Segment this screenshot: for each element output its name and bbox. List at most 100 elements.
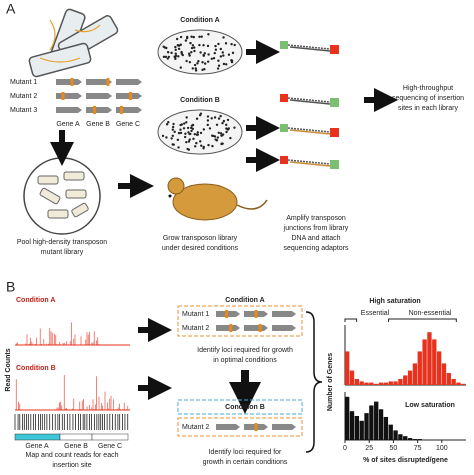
caption-line: High-throughput: [403, 85, 453, 92]
bar: [412, 439, 418, 440]
insertion: [61, 92, 65, 100]
brace: [305, 311, 323, 453]
insertion: [70, 78, 74, 86]
caption-line: sites in each library: [398, 105, 458, 112]
gene-arrow: [86, 79, 112, 85]
colony: [174, 57, 177, 61]
mutant-label: Mutant 2: [10, 93, 37, 100]
bar: [422, 339, 427, 385]
gene-label: Gene C: [116, 121, 140, 128]
caption-line: Amplify transposon: [286, 215, 346, 222]
colony: [186, 126, 190, 130]
colony: [230, 42, 233, 46]
colony: [199, 112, 203, 115]
mutant-label: Mutant 2: [182, 424, 209, 431]
bar: [412, 363, 418, 385]
colony: [193, 63, 197, 67]
caption-line: sequencing adaptors: [284, 245, 349, 252]
mutant-label: Mutant 1: [182, 311, 209, 318]
bar: [349, 370, 355, 385]
colony: [193, 132, 196, 136]
colony: [186, 35, 189, 39]
colony: [184, 39, 188, 42]
colony: [179, 128, 182, 131]
colony: [196, 62, 199, 65]
colony: [211, 144, 214, 148]
cells: [28, 8, 119, 78]
colony: [216, 136, 220, 139]
colony: [194, 69, 198, 72]
bar: [369, 405, 374, 440]
bracket: [388, 318, 457, 322]
colony: [220, 142, 223, 145]
colony: [210, 57, 214, 60]
bar: [403, 375, 408, 385]
gene: [91, 433, 129, 441]
plate: [157, 109, 243, 155]
colony: [164, 55, 168, 59]
caption-line: growth in certain conditions: [203, 459, 288, 466]
bar: [398, 379, 403, 385]
colony: [174, 45, 177, 49]
gene: [59, 433, 93, 441]
colony: [221, 121, 224, 125]
colony: [221, 51, 224, 54]
mouse: [167, 177, 268, 221]
caption-line: in optimal conditions: [213, 357, 277, 364]
colony: [213, 135, 217, 138]
colony: [199, 51, 202, 54]
gene-arrow: [216, 325, 240, 331]
bar: [456, 382, 461, 385]
bar: [441, 363, 447, 385]
bar: [393, 381, 398, 385]
annotation: Essential: [361, 310, 390, 317]
colony: [233, 126, 236, 129]
colony: [174, 48, 177, 52]
colony: [185, 121, 188, 124]
bar: [359, 420, 364, 440]
colony: [184, 132, 187, 135]
bar: [378, 409, 384, 440]
bar: [393, 430, 398, 440]
colony: [171, 125, 175, 129]
colony: [206, 119, 210, 122]
colony: [225, 127, 228, 130]
gene-arrow: [56, 93, 82, 99]
colony: [177, 47, 181, 51]
gene-label: Gene A: [25, 443, 49, 450]
highlight-box: [177, 305, 303, 337]
gene-arrow: [56, 107, 82, 113]
colony: [171, 128, 175, 131]
y-axis-label: Number of Genes: [327, 353, 334, 411]
colony: [225, 63, 228, 66]
insertion: [93, 106, 96, 114]
highlight-box: [177, 399, 303, 415]
colony: [187, 52, 191, 55]
colony: [187, 131, 190, 134]
colony: [170, 51, 173, 55]
read-tracks: [14, 33, 236, 430]
condition-label: Condition B: [16, 365, 56, 372]
caption-line: DNA and attach: [291, 235, 340, 242]
bar: [446, 373, 451, 385]
bar: [374, 401, 379, 440]
colony: [183, 135, 187, 139]
bar: [374, 383, 379, 385]
caption-line: insertion site: [52, 462, 91, 469]
colony: [199, 131, 203, 135]
colony: [206, 115, 210, 118]
colony: [183, 122, 186, 125]
colony: [202, 145, 205, 149]
colony: [172, 122, 175, 126]
colony: [190, 46, 194, 50]
colony: [177, 131, 181, 135]
bar: [378, 382, 384, 385]
colony: [229, 136, 232, 140]
colony: [222, 62, 226, 66]
colony: [219, 114, 222, 118]
arrows: [246, 40, 398, 172]
insertion: [129, 92, 132, 100]
gene-rows: [56, 78, 296, 431]
colony: [188, 54, 191, 57]
